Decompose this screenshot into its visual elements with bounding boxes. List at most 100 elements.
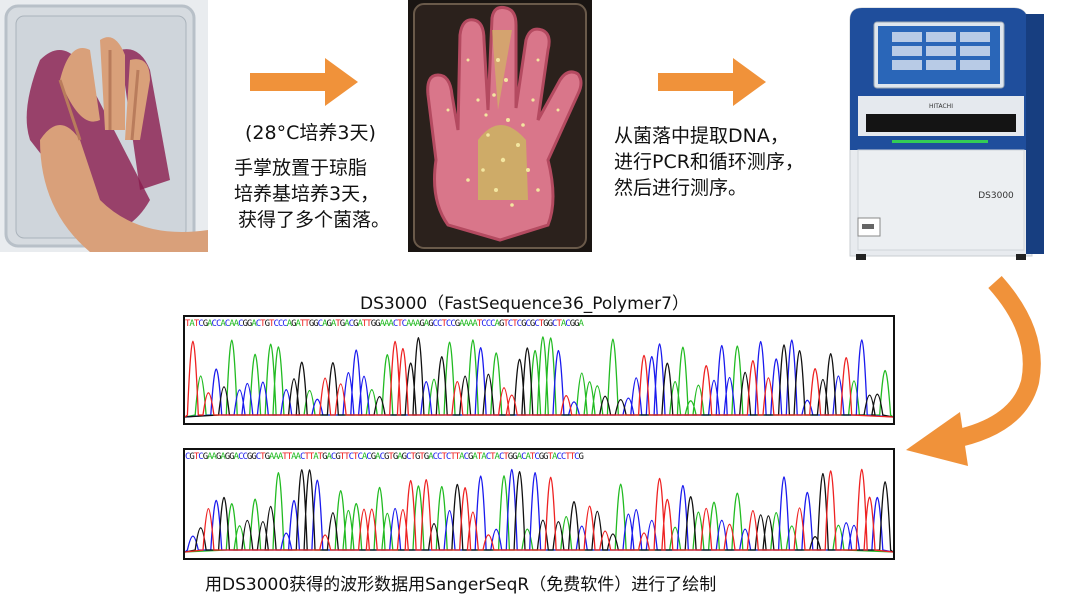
base-call: A [516, 452, 523, 462]
base-call: G [353, 319, 359, 329]
base-call: C [224, 319, 231, 329]
base-call: C [357, 452, 363, 462]
base-call: T [490, 452, 496, 462]
base-call: C [238, 319, 244, 329]
base-call: G [498, 319, 505, 329]
base-call: A [423, 319, 430, 329]
chromatogram-title: DS3000（FastSequence36_Polymer7） [360, 294, 689, 314]
base-call: G [538, 452, 545, 462]
base-call: A [277, 452, 284, 462]
base-call-sequence: CGTCGAAGAGGACCGGCTGAAATTAACTTATGACGTTCTC… [185, 450, 893, 464]
base-call: G [202, 319, 209, 329]
base-call: G [454, 319, 461, 329]
base-call: G [291, 319, 297, 329]
base-call: T [193, 452, 200, 462]
base-call: T [308, 452, 315, 462]
base-call: A [326, 452, 333, 462]
base-call: A [406, 319, 412, 329]
base-call: T [565, 452, 571, 462]
base-call: C [432, 452, 439, 462]
base-call: T [454, 452, 461, 462]
base-call: T [441, 319, 447, 329]
base-call: A [361, 452, 368, 462]
base-call: T [441, 452, 447, 462]
base-call: T [269, 319, 275, 329]
base-call: A [251, 319, 257, 329]
base-call: C [198, 319, 204, 329]
base-call: A [525, 452, 531, 462]
base-call: A [494, 319, 501, 329]
base-call: G [401, 452, 408, 462]
base-call: G [392, 452, 399, 462]
base-call: A [357, 319, 363, 329]
base-call: A [189, 319, 195, 329]
base-call: G [543, 452, 549, 462]
base-call: G [242, 319, 248, 329]
base-call: A [410, 319, 417, 329]
base-call: C [330, 452, 337, 462]
base-call: C [282, 319, 288, 329]
trace-T [185, 340, 893, 418]
colony-plate-photo [408, 0, 592, 252]
step1-culture-label: (28°C培养3天) [245, 122, 376, 144]
base-call: G [574, 319, 580, 329]
curved-arrow-icon [900, 272, 1050, 476]
base-call: C [565, 319, 571, 329]
base-call: A [295, 452, 302, 462]
base-call: C [534, 452, 540, 462]
base-call: C [525, 319, 531, 329]
base-call: A [269, 452, 275, 462]
base-call: C [574, 452, 580, 462]
base-call: C [432, 319, 439, 329]
base-call: T [556, 319, 562, 329]
base-call: C [485, 319, 492, 329]
base-call: C [299, 452, 306, 462]
base-call: C [317, 319, 324, 329]
machine-brand-label: HITACHI [929, 103, 953, 110]
base-call: G [322, 452, 328, 462]
base-call: A [428, 452, 434, 462]
base-call: G [423, 452, 430, 462]
base-call: A [220, 319, 226, 329]
base-call: A [330, 319, 337, 329]
base-call: G [419, 319, 425, 329]
base-call: A [388, 319, 394, 329]
base-call: T [503, 319, 509, 329]
base-call: A [578, 319, 585, 329]
base-call: G [335, 452, 341, 462]
base-call: A [273, 452, 279, 462]
base-call: T [339, 452, 346, 462]
base-call: A [207, 452, 213, 462]
base-call: A [322, 319, 328, 329]
base-call: T [547, 452, 554, 462]
base-call: A [414, 319, 421, 329]
chromatogram-panel-1: TATCGACCACAACGGACTGTCCCAGATTGGCAGATGACGA… [183, 315, 895, 425]
base-call: T [476, 452, 483, 462]
base-call: C [521, 452, 527, 462]
base-call: A [468, 319, 474, 329]
base-call: G [414, 452, 421, 462]
step2-desc-line: 进行PCR和循环测序， [614, 151, 804, 173]
base-call: A [233, 319, 240, 329]
base-call: G [468, 452, 474, 462]
base-call: C [560, 452, 567, 462]
base-call: C [198, 452, 204, 462]
sequencer-machine-photo: HITACHI DS3000 [836, 0, 1046, 264]
base-call: T [185, 319, 191, 329]
base-call: G [578, 452, 585, 462]
base-call: C [552, 319, 558, 329]
base-call: C [348, 319, 355, 329]
base-call: T [286, 452, 293, 462]
step1-desc-line: 培养基培养3天， [234, 183, 380, 205]
base-call: A [560, 319, 567, 329]
chromatogram-panel-2: CGTCGAAGAGGACCGGCTGAAATTAACTTATGACGTTCTC… [183, 448, 895, 560]
step2-desc-line: 然后进行测序。 [614, 177, 748, 199]
base-call: T [335, 319, 341, 329]
base-call: A [229, 319, 235, 329]
base-call: C [273, 319, 279, 329]
base-call: A [233, 452, 240, 462]
base-call: A [397, 452, 403, 462]
base-call: C [238, 452, 244, 462]
base-call: T [299, 319, 306, 329]
base-call: C [437, 452, 443, 462]
